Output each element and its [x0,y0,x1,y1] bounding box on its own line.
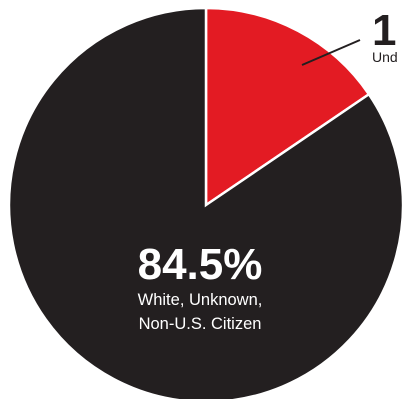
leader-line-small-slice [301,39,361,66]
small-slice-percent: 1 [372,6,396,55]
large-slice-label-line-1: White, Unknown, [138,291,263,309]
large-slice-label-line-2: Non-U.S. Citizen [139,315,262,333]
large-slice-percent: 84.5% [138,240,263,289]
pie-slice-1 [204,6,371,208]
pie-slice-0 [7,6,402,399]
small-slice-label: Und [372,49,398,65]
pie-slices [7,6,402,399]
